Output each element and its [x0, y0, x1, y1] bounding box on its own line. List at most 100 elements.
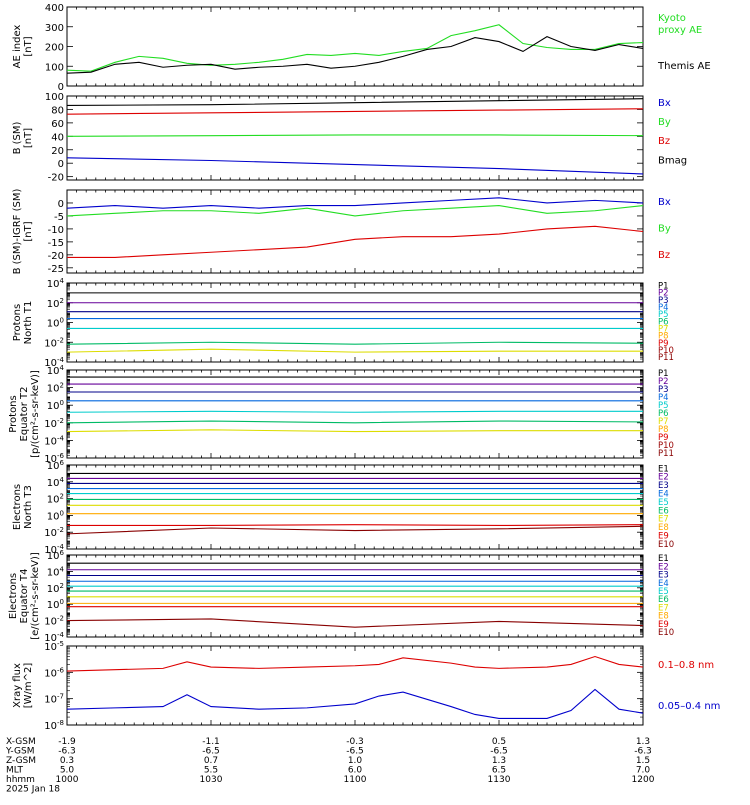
ephemeris-row-label: hhmm: [6, 775, 35, 785]
legend-p1: P1: [658, 281, 669, 291]
ephemeris-value: -6.5: [346, 747, 364, 757]
legend-p8: P8: [658, 332, 669, 342]
legend-p5: P5: [658, 401, 669, 411]
ephemeris-value: 6.0: [348, 766, 363, 776]
legend-xray-short: 0.05–0.4 nm: [658, 701, 720, 712]
ephemeris-value: 1200: [632, 775, 655, 785]
panel-frame-xray: [66, 645, 644, 726]
ephemeris-value: 1.0: [348, 756, 363, 766]
y-tick-label: 106: [47, 549, 65, 562]
legend-p1: P1: [658, 369, 669, 379]
y-axis-label: [nT]: [23, 128, 34, 148]
legend-p2: P2: [658, 289, 669, 299]
y-axis-label: North T1: [23, 301, 34, 345]
y-axis-label: [p/(cm²-s-sr-keV)]: [30, 370, 41, 458]
ephemeris-value: 0.3: [60, 756, 74, 766]
y-tick-label: 102: [47, 297, 64, 310]
y-tick-label: -20: [48, 173, 64, 184]
legend-e5: E5: [658, 587, 669, 597]
series-line-p6: [66, 420, 644, 424]
y-tick-label: 10-4: [44, 543, 64, 556]
y-tick-label: -20: [48, 251, 64, 262]
ephemeris-row-label: X-GSM: [6, 737, 36, 747]
legend-e9: E9: [658, 620, 669, 630]
series-line-e10: [66, 618, 644, 628]
y-tick-label: 10-5: [44, 640, 64, 653]
y-tick-label: 60: [51, 119, 64, 130]
legend-p10: P10: [658, 441, 674, 451]
y-tick-label: 100: [45, 92, 64, 103]
series-line-p7: [66, 348, 643, 353]
y-axis-label: Xray flux: [12, 663, 23, 708]
y-tick-label: 100: [47, 509, 64, 522]
legend-bx: Bx: [658, 98, 671, 109]
ephemeris-value: -6.3: [58, 747, 76, 757]
y-tick-label: 10-2: [44, 526, 64, 539]
y-tick-label: 100: [47, 598, 64, 611]
ephemeris-value: 1100: [344, 775, 367, 785]
legend-e5: E5: [658, 498, 669, 508]
ephemeris-value: -6.5: [202, 747, 220, 757]
ephemeris-value: 0.7: [204, 756, 218, 766]
ephemeris-value: -0.3: [346, 737, 364, 747]
legend-p8: P8: [658, 425, 669, 435]
ephemeris-value: 5.0: [60, 766, 75, 776]
y-axis-label: [e/(cm²-s-sr-keV)]: [30, 552, 41, 640]
legend-by: By: [658, 117, 671, 128]
y-tick-label: 104: [47, 364, 65, 377]
y-tick-label: 104: [47, 565, 65, 578]
y-axis-label: B (SM): [12, 121, 23, 154]
y-tick-label: -15: [48, 238, 64, 249]
ephemeris-value: 0.5: [492, 737, 506, 747]
y-tick-label: 0: [58, 159, 64, 170]
y-tick-label: 10-2: [44, 615, 64, 628]
ephemeris-value: 5.5: [204, 766, 218, 776]
y-tick-label: -25: [48, 264, 64, 275]
ephemeris-row-label: Y-GSM: [5, 747, 34, 757]
series-line-by: [66, 205, 644, 217]
legend-p2: P2: [658, 377, 669, 387]
legend-e8: E8: [658, 612, 669, 622]
y-tick-label: 10-4: [44, 356, 64, 369]
y-tick-label: 10-8: [44, 719, 64, 732]
legend-bmag: Bmag: [658, 155, 687, 166]
legend-p7: P7: [658, 324, 669, 334]
y-tick-label: 104: [47, 277, 65, 290]
y-tick-label: 102: [47, 493, 64, 506]
ephemeris-value: 1030: [200, 775, 223, 785]
legend-kyoto-ae: Kyoto: [658, 13, 686, 24]
date-label: 2025 Jan 18: [6, 785, 60, 795]
legend-e1: E1: [658, 464, 669, 474]
series-line-0-1-0-8-nm: [66, 655, 644, 672]
legend-e8: E8: [658, 523, 669, 533]
legend-e10: E10: [658, 628, 674, 638]
legend-e3: E3: [658, 481, 669, 491]
legend-p7: P7: [658, 417, 669, 427]
series-line-kyoto-proxy-ae: [66, 24, 644, 72]
legend-e4: E4: [658, 579, 669, 589]
legend-bz: Bz: [658, 250, 670, 261]
legend-p3: P3: [658, 385, 669, 395]
y-axis-label: Equator T2: [19, 387, 30, 442]
y-tick-label: 400: [45, 3, 64, 14]
legend-p9: P9: [658, 339, 669, 349]
ephemeris-row-label: MLT: [6, 766, 24, 776]
y-tick-label: -5: [54, 212, 64, 223]
legend-e9: E9: [658, 532, 669, 542]
legend-bx: Bx: [658, 197, 671, 208]
series-line-p6: [66, 341, 644, 345]
ephemeris-value: 1000: [56, 775, 79, 785]
panel-frame-ae: [66, 6, 644, 87]
y-tick-label: 10-6: [44, 452, 64, 465]
y-tick-label: 20: [51, 146, 64, 157]
series-line-e9: [67, 524, 644, 527]
y-axis-label: [nT]: [23, 36, 34, 56]
y-tick-label: 100: [45, 62, 64, 73]
ephemeris-value: -6.3: [634, 747, 652, 757]
series-line-bx: [66, 197, 644, 209]
series-line-p5: [66, 410, 643, 413]
legend-e2: E2: [658, 562, 669, 572]
ephemeris-value: -1.1: [202, 737, 220, 747]
ephemeris-value: 1.5: [636, 756, 650, 766]
